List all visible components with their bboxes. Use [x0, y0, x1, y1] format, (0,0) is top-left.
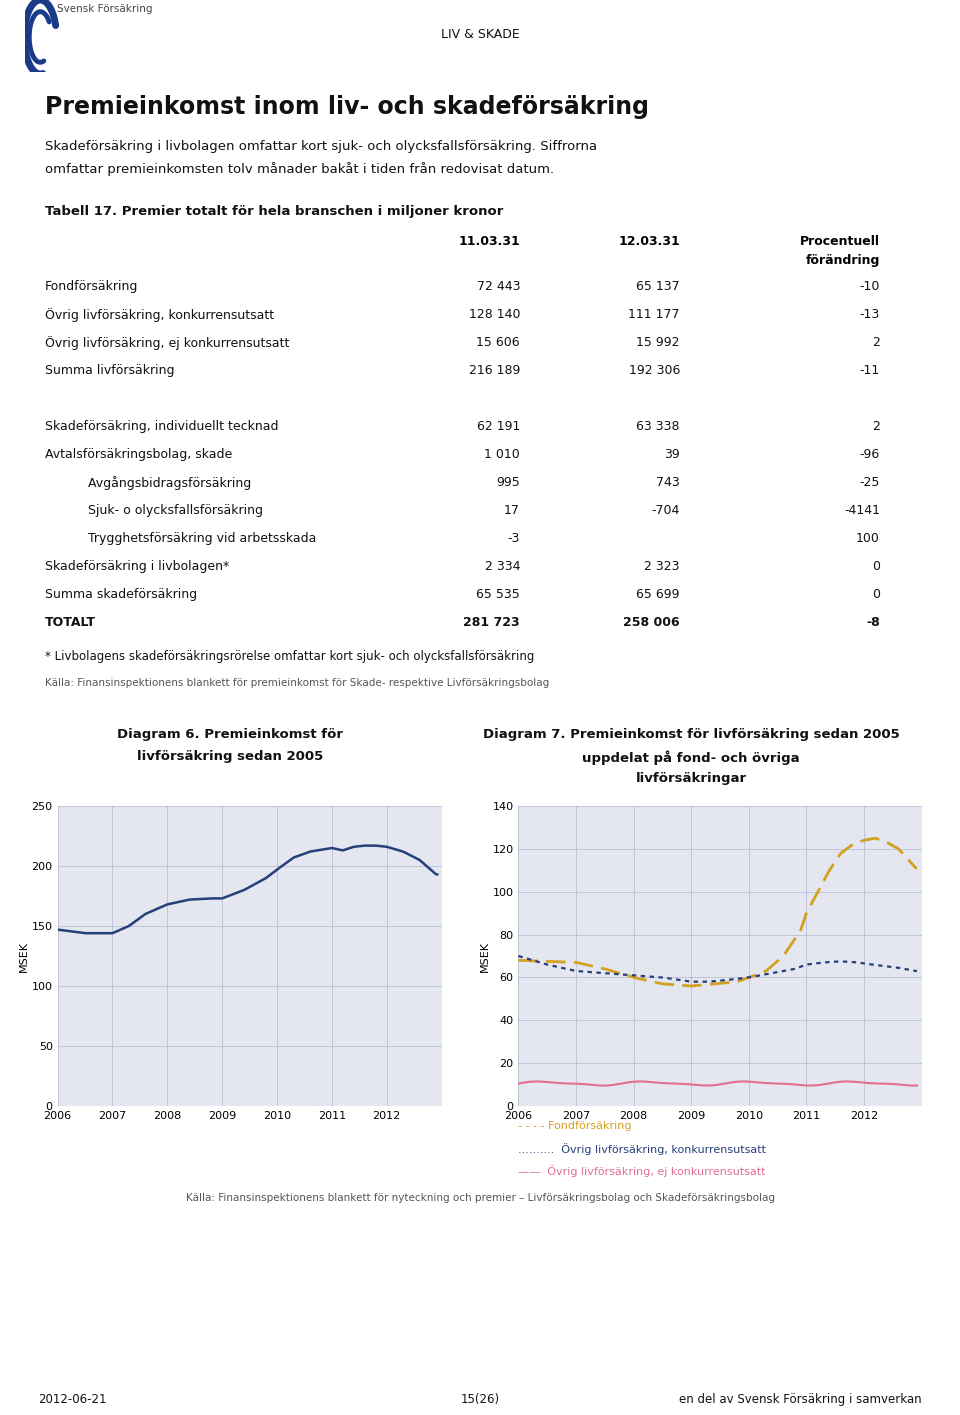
Text: ——  Övrig livförsäkring, ej konkurrensutsatt: —— Övrig livförsäkring, ej konkurrensuts…: [518, 1165, 766, 1177]
Text: 111 177: 111 177: [629, 308, 680, 321]
Text: Diagram 6. Premieinkomst för: Diagram 6. Premieinkomst för: [117, 727, 344, 741]
Text: uppdelat på fond- och övriga: uppdelat på fond- och övriga: [583, 750, 800, 764]
Text: 995: 995: [496, 475, 520, 490]
Text: -11: -11: [860, 364, 880, 376]
Text: förändring: förändring: [805, 255, 880, 267]
Text: -3: -3: [508, 532, 520, 545]
Text: -25: -25: [859, 475, 880, 490]
Text: 216 189: 216 189: [468, 364, 520, 376]
Text: 281 723: 281 723: [464, 616, 520, 630]
Text: Trygghetsförsäkring vid arbetsskada: Trygghetsförsäkring vid arbetsskada: [80, 532, 317, 545]
Text: Övrig livförsäkring, konkurrensutsatt: Övrig livförsäkring, konkurrensutsatt: [45, 308, 275, 323]
Text: Procentuell: Procentuell: [800, 235, 880, 248]
Text: Källa: Finansinspektionens blankett för nyteckning och premier – Livförsäkringsb: Källa: Finansinspektionens blankett för …: [185, 1193, 775, 1203]
Text: -4141: -4141: [844, 504, 880, 516]
Text: Skadeförsäkring, individuellt tecknad: Skadeförsäkring, individuellt tecknad: [45, 420, 278, 433]
Text: Svensk Försäkring: Svensk Försäkring: [58, 4, 153, 14]
Text: - - - - Fondförsäkring: - - - - Fondförsäkring: [518, 1121, 632, 1131]
Text: livförsäkringar: livförsäkringar: [636, 773, 747, 785]
Text: 15 606: 15 606: [476, 335, 520, 350]
Text: 11.03.31: 11.03.31: [458, 235, 520, 248]
Text: Summa skadeförsäkring: Summa skadeförsäkring: [45, 589, 197, 601]
Text: 2 334: 2 334: [485, 560, 520, 573]
Text: -13: -13: [860, 308, 880, 321]
Text: 72 443: 72 443: [476, 280, 520, 293]
Text: ..........  Övrig livförsäkring, konkurrensutsatt: .......... Övrig livförsäkring, konkurre…: [518, 1143, 766, 1155]
Text: -8: -8: [866, 616, 880, 630]
Text: 12.03.31: 12.03.31: [618, 235, 680, 248]
Text: 100: 100: [856, 532, 880, 545]
Text: 0: 0: [872, 560, 880, 573]
Text: 15(26): 15(26): [461, 1392, 499, 1407]
Text: 15 992: 15 992: [636, 335, 680, 350]
Text: Premieinkomst inom liv- och skadeförsäkring: Premieinkomst inom liv- och skadeförsäkr…: [45, 95, 649, 119]
Text: 1 010: 1 010: [484, 449, 520, 461]
Text: 2012-06-21: 2012-06-21: [38, 1392, 107, 1407]
Text: 258 006: 258 006: [623, 616, 680, 630]
Text: 65 535: 65 535: [476, 589, 520, 601]
Text: 2 323: 2 323: [644, 560, 680, 573]
Text: 17: 17: [504, 504, 520, 516]
Text: Övrig livförsäkring, ej konkurrensutsatt: Övrig livförsäkring, ej konkurrensutsatt: [45, 335, 289, 350]
Text: 192 306: 192 306: [629, 364, 680, 376]
Text: Summa livförsäkring: Summa livförsäkring: [45, 364, 175, 376]
Text: Avtalsförsäkringsbolag, skade: Avtalsförsäkringsbolag, skade: [45, 449, 232, 461]
Text: -96: -96: [860, 449, 880, 461]
Text: -10: -10: [859, 280, 880, 293]
Text: 63 338: 63 338: [636, 420, 680, 433]
Text: Källa: Finansinspektionens blankett för premieinkomst för Skade- respektive Livf: Källa: Finansinspektionens blankett för …: [45, 678, 549, 688]
Text: omfattar premieinkomsten tolv månader bakåt i tiden från redovisat datum.: omfattar premieinkomsten tolv månader ba…: [45, 161, 554, 175]
Text: 2: 2: [872, 420, 880, 433]
Text: Diagram 7. Premieinkomst för livförsäkring sedan 2005: Diagram 7. Premieinkomst för livförsäkri…: [483, 727, 900, 741]
Text: Sjuk- o olycksfallsförsäkring: Sjuk- o olycksfallsförsäkring: [80, 504, 263, 516]
Text: 743: 743: [657, 475, 680, 490]
Text: 0: 0: [872, 589, 880, 601]
Text: Skadeförsäkring i livbolagen omfattar kort sjuk- och olycksfallsförsäkring. Siff: Skadeförsäkring i livbolagen omfattar ko…: [45, 140, 597, 153]
Y-axis label: MSEK: MSEK: [19, 941, 29, 972]
Text: TOTALT: TOTALT: [45, 616, 96, 630]
Y-axis label: MSEK: MSEK: [480, 941, 490, 972]
Text: 65 137: 65 137: [636, 280, 680, 293]
Text: 128 140: 128 140: [468, 308, 520, 321]
Text: 2: 2: [872, 335, 880, 350]
Text: 65 699: 65 699: [636, 589, 680, 601]
Text: LIV & SKADE: LIV & SKADE: [441, 28, 519, 41]
Text: Fondförsäkring: Fondförsäkring: [45, 280, 138, 293]
Text: 39: 39: [664, 449, 680, 461]
Text: 62 191: 62 191: [476, 420, 520, 433]
Text: * Livbolagens skadeförsäkringsrörelse omfattar kort sjuk- och olycksfallsförsäkr: * Livbolagens skadeförsäkringsrörelse om…: [45, 649, 535, 664]
Text: livförsäkring sedan 2005: livförsäkring sedan 2005: [137, 750, 324, 763]
Text: en del av Svensk Försäkring i samverkan: en del av Svensk Försäkring i samverkan: [679, 1392, 922, 1407]
Text: Skadeförsäkring i livbolagen*: Skadeförsäkring i livbolagen*: [45, 560, 229, 573]
Text: Avgångsbidragsförsäkring: Avgångsbidragsförsäkring: [80, 475, 252, 490]
Text: Tabell 17. Premier totalt för hela branschen i miljoner kronor: Tabell 17. Premier totalt för hela brans…: [45, 205, 503, 218]
Text: -704: -704: [652, 504, 680, 516]
